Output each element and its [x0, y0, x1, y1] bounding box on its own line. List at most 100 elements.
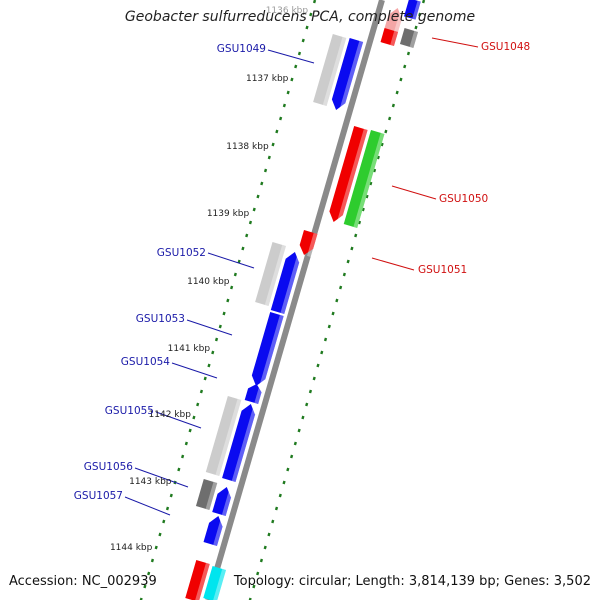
tick-mark-left: [181, 454, 185, 459]
gene-label-gsu1055: GSU1055: [105, 405, 154, 417]
gene-gsu1054-highlight: [254, 384, 264, 404]
tick-mark-right: [339, 285, 343, 290]
kbp-label: 1141 kbp: [168, 344, 211, 354]
gene-gsu1053: [251, 312, 284, 388]
kbp-label: 1144 kbp: [110, 543, 153, 553]
tick-mark-right: [414, 25, 418, 30]
tick-mark-left: [241, 246, 245, 251]
gene-label-gsu1052: GSU1052: [157, 247, 206, 259]
gene-gsu1056-body: [212, 487, 231, 516]
tick-mark-right: [369, 181, 373, 186]
gene-gsu1055-gray-body: [205, 396, 242, 476]
tick-mark-left: [226, 298, 230, 303]
tick-mark-right: [290, 454, 294, 459]
leader-line-gsu1057: [124, 496, 171, 516]
kbp-label: 1136 kbp: [266, 6, 309, 16]
tick-mark-left: [290, 77, 294, 82]
tick-mark-left: [297, 51, 302, 56]
gene-label-gsu1057: GSU1057: [74, 490, 123, 502]
tick-mark-left: [233, 272, 237, 277]
genome-backbone: [205, 0, 385, 600]
gene-gsu1049-gray: [313, 34, 347, 106]
tick-mark-right: [357, 220, 362, 225]
gene-label-gsu1056: GSU1056: [84, 461, 134, 473]
tick-mark-left: [162, 519, 166, 524]
gene-labels: GSU1048 GSU1049 GSU1050 GSU1051 GSU1052 GSU10…: [74, 41, 530, 502]
gene-gsu1055-highlight: [231, 404, 258, 482]
tick-mark-left: [214, 337, 219, 342]
tick-mark-right: [361, 207, 365, 212]
gene-gsu1052: [270, 252, 302, 314]
tick-mark-left: [158, 532, 162, 537]
tick-mark-left: [154, 545, 158, 550]
tick-mark-left: [230, 285, 234, 290]
tick-mark-right: [384, 129, 388, 134]
tick-mark-left: [199, 389, 204, 394]
tick-mark-left: [150, 558, 155, 563]
gene-label-gsu1048: GSU1048: [481, 41, 530, 53]
gene-gsu1052-gray: [255, 242, 286, 306]
gene-gsu1056-gray-body: [195, 479, 218, 510]
gene-gsu1049-gray-body: [313, 34, 347, 106]
tick-mark-right: [316, 363, 320, 368]
gene-gsu1051: [299, 230, 318, 257]
tick-mark-right: [274, 506, 279, 511]
tick-mark-left: [282, 103, 286, 108]
tick-mark-right: [327, 324, 331, 329]
tick-mark-left: [309, 12, 313, 17]
gene-gsu1056: [212, 487, 234, 516]
tick-mark-right: [372, 168, 377, 173]
tick-mark-right: [278, 493, 282, 498]
gene-gsu1050-red: [329, 126, 368, 224]
tick-mark-right: [376, 155, 380, 160]
tick-mark-left: [271, 142, 275, 147]
tick-mark-right: [395, 90, 399, 95]
gene-bottom-cyan: [203, 566, 227, 600]
gene-gsu1056-highlight: [221, 487, 234, 516]
tick-mark-left: [279, 116, 283, 121]
leader-line-gsu1048: [431, 37, 479, 48]
tick-mark-left: [177, 467, 181, 472]
tick-mark-right: [305, 402, 309, 407]
tick-mark-right: [323, 337, 328, 342]
kbp-label: 1143 kbp: [129, 477, 172, 487]
leader-line-gsu1052: [207, 252, 255, 269]
gene-label-gsu1054: GSU1054: [121, 356, 171, 368]
tick-mark-right: [331, 311, 335, 316]
leader-line-gsu1051: [371, 257, 415, 271]
gene-gsu1048-body: [399, 28, 419, 48]
tick-mark-right: [418, 12, 422, 17]
tick-mark-left: [169, 493, 173, 498]
tick-mark-right: [350, 246, 354, 251]
tick-mark-left: [196, 402, 200, 407]
gene-gsu1051-body: [299, 230, 318, 255]
gene-top-pink-highlight: [392, 8, 405, 38]
gene-gsu1049: [331, 38, 364, 112]
tick-mark-left: [263, 168, 268, 173]
gene-gsu1049-body: [331, 38, 364, 111]
gene-gsu1051-highlight: [307, 232, 318, 257]
gene-label-gsu1050: GSU1050: [439, 193, 488, 205]
gene-top-red-body: [380, 28, 399, 46]
gene-gsu1057-body: [203, 516, 223, 546]
leader-line-gsu1054: [171, 362, 218, 379]
kbp-label: 1140 kbp: [187, 277, 230, 287]
gene-gsu1054-body: [244, 384, 262, 404]
gene-gsu1049-highlight: [339, 40, 364, 112]
gene-bottom-red: [185, 560, 210, 600]
gene-gsu1055-gray: [205, 396, 242, 476]
tick-mark-left: [267, 155, 271, 160]
tick-mark-right: [282, 480, 286, 485]
tick-mark-right: [312, 376, 316, 381]
tick-mark-right: [421, 0, 426, 4]
gene-gsu1052-highlight: [280, 252, 302, 314]
gene-bottom-cyan-highlight: [212, 568, 227, 600]
gene-gsu1057: [203, 516, 226, 546]
kbp-label: 1139 kbp: [207, 209, 250, 219]
tick-mark-left: [147, 571, 151, 576]
gene-bottom-red-body: [185, 560, 210, 600]
gene-gsu1050-body: [343, 130, 385, 228]
tick-mark-right: [342, 272, 346, 277]
tick-mark-left: [184, 441, 188, 446]
